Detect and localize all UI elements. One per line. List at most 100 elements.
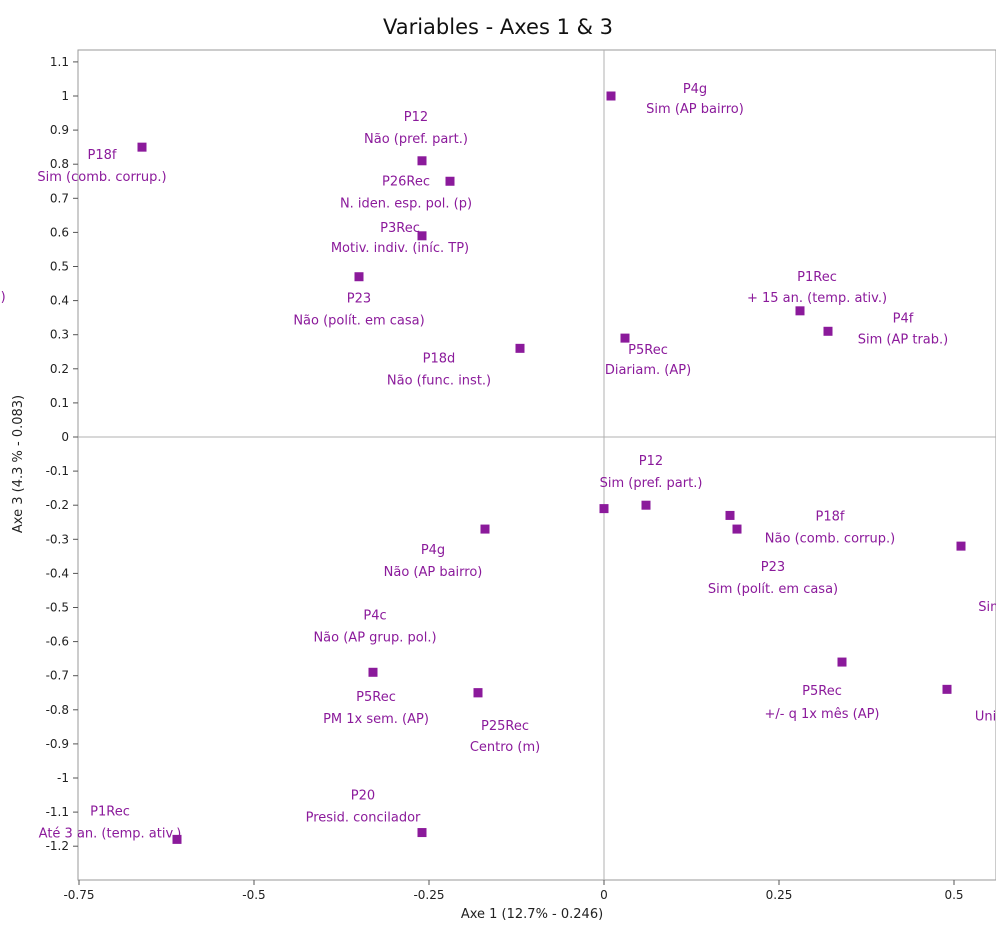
point-code-label: P4f (893, 311, 914, 326)
data-point (795, 306, 805, 316)
x-tick-label: 0.5 (944, 888, 963, 902)
point-code-label: P1Rec (797, 270, 837, 285)
axes-group: -1.5-1.25-1-0.75-0.5-0.2500.250.50.7511.… (46, 50, 996, 902)
point-code-label: P3Rec (380, 221, 420, 236)
point-code-label: P5Rec (356, 690, 396, 705)
data-point (417, 231, 427, 241)
point-category-label: Não (func. inst.) (387, 373, 491, 388)
data-point (956, 541, 966, 551)
point-category-label: Não (AP grup. pol.) (313, 630, 436, 645)
point-category-label: Sim (comb. corrup.) (37, 170, 166, 185)
data-point (480, 524, 490, 534)
chart-title: Variables - Axes 1 & 3 (383, 15, 613, 39)
y-tick-label: -0.6 (46, 635, 69, 649)
y-tick-label: 0.1 (50, 396, 69, 410)
point-category-label: Não (pref. part.) (364, 132, 468, 147)
point-category-label: Sim (pref. part.) (600, 476, 703, 491)
x-axis-title: Axe 1 (12.7% - 0.246) (461, 907, 603, 922)
point-category-label: + 15 an. (temp. ativ.) (747, 291, 887, 306)
y-tick-label: 0.6 (50, 225, 69, 239)
point-code-label: P5Rec (802, 684, 842, 699)
data-point (620, 333, 630, 343)
y-tick-label: -0.7 (46, 669, 69, 683)
point-code-label: P1Rec (90, 804, 130, 819)
y-tick-label: 0.2 (50, 362, 69, 376)
point-category-label: Centro (m) (470, 740, 540, 755)
point-category-label: Sim (AP trab.) (858, 332, 948, 347)
point-category-label: Até 3 an. (temp. ativ.) (39, 826, 182, 841)
point-code-label: P4c (363, 608, 386, 623)
point-category-label: Sim (AP bairro) (646, 102, 744, 117)
point-code-label: P23 (347, 292, 371, 307)
points-group (137, 91, 966, 844)
point-category-label: Não (comb. corrup.) (765, 531, 895, 546)
data-point (417, 828, 427, 838)
point-code-label: P23 (761, 560, 785, 575)
point-category-label: PM 1x sem. (AP) (323, 712, 429, 727)
y-tick-label: -0.8 (46, 703, 69, 717)
data-point (606, 91, 616, 101)
data-point (473, 688, 483, 698)
data-point (368, 667, 378, 677)
y-tick-label: 0.7 (50, 191, 69, 205)
point-category-label: Não (AP bairro) (384, 565, 483, 580)
x-tick-label: 0.25 (766, 888, 793, 902)
point-code-label: P18f (816, 509, 845, 524)
point-category-label: +/- q 1x mês (AP) (764, 707, 879, 722)
point-category-label: Diariam. (AP) (605, 363, 691, 378)
point-code-label: P25Rec (481, 719, 529, 734)
data-point (515, 343, 525, 353)
point-category-label: Univers. (iníc. TP) (975, 709, 996, 724)
x-tick-label: -0.25 (413, 888, 444, 902)
y-tick-label: 1 (61, 89, 69, 103)
point-category-label: Presid. concilador (306, 811, 421, 826)
data-point (641, 500, 651, 510)
data-point (837, 657, 847, 667)
point-category-label: Sim (polít. em casa) (708, 582, 838, 597)
y-tick-label: 0.9 (50, 123, 69, 137)
point-code-label: P4g (421, 543, 445, 558)
data-point (137, 142, 147, 152)
y-tick-label: -0.5 (46, 601, 69, 615)
y-tick-label: -0.9 (46, 737, 69, 751)
y-axis-title: Axe 3 (4.3 % - 0.083) (11, 395, 26, 533)
data-point (354, 272, 364, 282)
point-category-label: Sim (Est. laico) (978, 600, 996, 615)
data-point (732, 524, 742, 534)
y-tick-label: -0.3 (46, 532, 69, 546)
y-tick-label: 0.8 (50, 157, 69, 171)
point-code-label: P26Rec (382, 174, 430, 189)
data-point (445, 176, 455, 186)
data-point (417, 156, 427, 166)
data-point (599, 504, 609, 514)
point-code-label: P5Rec (628, 343, 668, 358)
y-tick-label: 0.5 (50, 260, 69, 274)
data-point (942, 684, 952, 694)
y-tick-label: -1.1 (46, 805, 69, 819)
point-category-label: N. iden. esp. pol. (p) (340, 196, 472, 211)
y-tick-label: -0.1 (46, 464, 69, 478)
point-code-label: P4g (683, 82, 707, 97)
data-point (725, 510, 735, 520)
y-tick-label: 1.1 (50, 55, 69, 69)
plot-area (77, 49, 996, 881)
point-code-label: P18d (423, 351, 456, 366)
point-code-label: P20 (351, 789, 375, 804)
y-tick-label: 0.3 (50, 328, 69, 342)
point-code-label: P12 (639, 454, 663, 469)
y-tick-label: -0.4 (46, 566, 69, 580)
point-category-label: Motiv. indiv. (iníc. TP) (331, 241, 469, 256)
point-category-label: Não (polít. em casa) (293, 314, 424, 329)
x-tick-label: 0 (600, 888, 608, 902)
y-tick-label: 0 (61, 430, 69, 444)
y-tick-label: 0.4 (50, 294, 69, 308)
data-point (823, 326, 833, 336)
point-code-label: P18f (88, 148, 117, 163)
y-tick-label: -1 (57, 771, 69, 785)
x-tick-label: -0.75 (63, 888, 94, 902)
y-tick-label: -1.2 (46, 839, 69, 853)
x-tick-label: -0.5 (242, 888, 265, 902)
y-tick-label: -0.2 (46, 498, 69, 512)
